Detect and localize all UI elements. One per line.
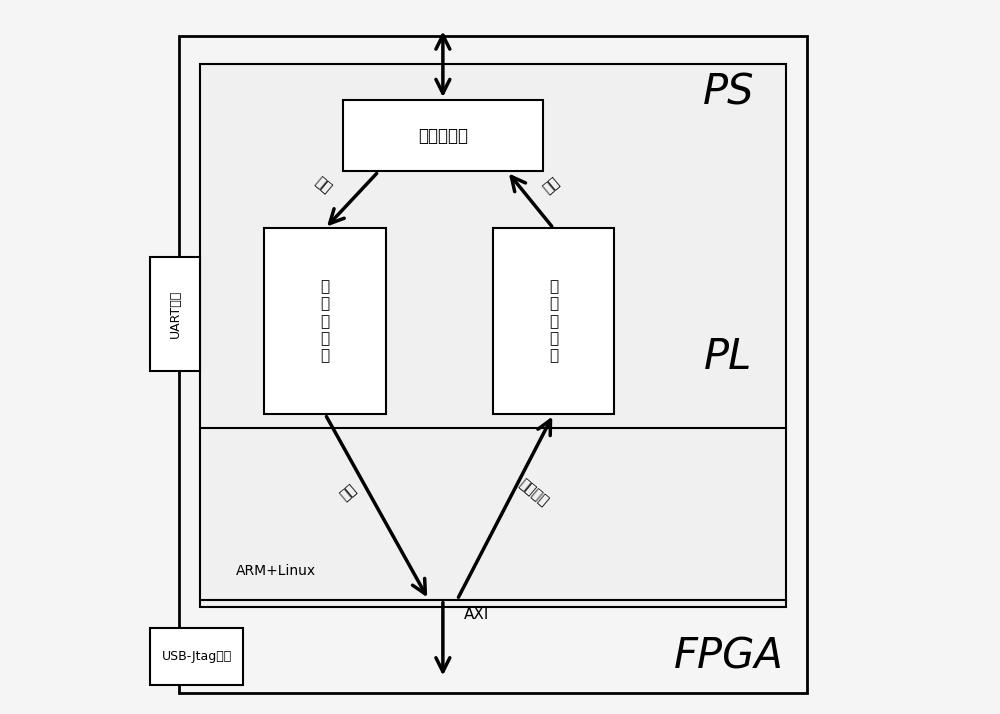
FancyBboxPatch shape (343, 100, 543, 171)
Text: 接收: 接收 (312, 175, 334, 196)
FancyBboxPatch shape (264, 228, 386, 414)
FancyBboxPatch shape (179, 36, 807, 693)
Text: PL: PL (704, 336, 753, 378)
Text: UART接口: UART接口 (169, 290, 182, 338)
FancyBboxPatch shape (493, 228, 614, 414)
Text: 采集数据: 采集数据 (517, 476, 551, 509)
FancyBboxPatch shape (200, 64, 786, 607)
Text: PS: PS (703, 72, 754, 114)
Text: 以太网接口: 以太网接口 (418, 126, 468, 145)
Text: 解包: 解包 (337, 482, 359, 503)
FancyBboxPatch shape (150, 257, 200, 371)
Text: USB-Jtag接口: USB-Jtag接口 (161, 650, 232, 663)
Text: FPGA: FPGA (674, 636, 783, 678)
Text: 封装: 封装 (541, 175, 563, 196)
FancyBboxPatch shape (150, 628, 243, 685)
Text: ARM+Linux: ARM+Linux (236, 564, 316, 578)
Text: AXI: AXI (464, 606, 490, 622)
Text: 数
据
采
集
区: 数 据 采 集 区 (549, 279, 558, 363)
Text: 数
据
接
收
区: 数 据 接 收 区 (321, 279, 330, 363)
